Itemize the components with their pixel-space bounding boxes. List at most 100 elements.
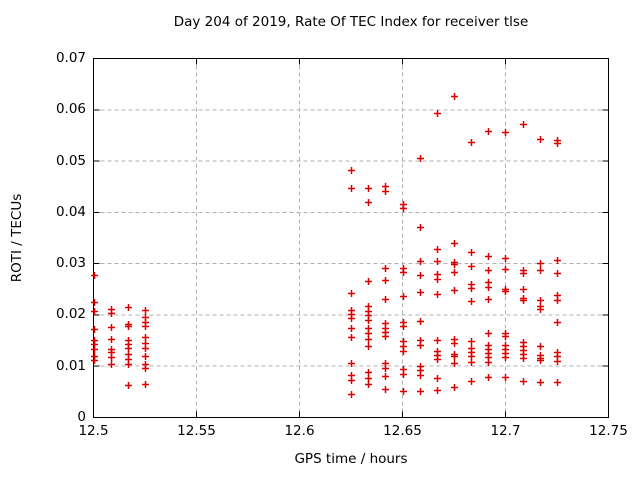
data-point-marker xyxy=(537,260,544,267)
data-point-marker xyxy=(417,224,424,231)
data-point-marker xyxy=(400,388,407,395)
data-point-marker xyxy=(348,325,355,332)
data-point-marker xyxy=(142,353,149,360)
data-point-marker xyxy=(365,375,372,382)
data-point-marker xyxy=(382,265,389,272)
data-point-marker xyxy=(554,379,561,386)
data-point-marker xyxy=(485,296,492,303)
data-point-marker xyxy=(91,346,98,353)
data-point-marker xyxy=(382,333,389,340)
data-point-marker xyxy=(434,276,441,283)
data-point-marker xyxy=(365,369,372,376)
data-point-marker xyxy=(468,353,475,360)
data-point-marker xyxy=(365,278,372,285)
data-point-marker xyxy=(91,308,98,315)
data-point-marker xyxy=(142,365,149,372)
data-point-marker xyxy=(400,323,407,330)
data-point-marker xyxy=(434,246,441,253)
data-point-marker xyxy=(91,299,98,306)
data-point-marker xyxy=(554,270,561,277)
data-point-marker xyxy=(434,337,441,344)
y-tick-label: 0.01 xyxy=(55,357,86,374)
data-point-marker xyxy=(365,317,372,324)
data-point-marker xyxy=(554,257,561,264)
data-point-marker xyxy=(554,358,561,365)
data-point-marker xyxy=(468,249,475,256)
data-point-marker xyxy=(417,155,424,162)
data-point-marker xyxy=(502,129,509,136)
data-point-marker xyxy=(451,353,458,360)
y-tick-label: 0.03 xyxy=(55,255,86,272)
data-point-marker xyxy=(365,185,372,192)
data-point-marker xyxy=(520,270,527,277)
data-point-marker xyxy=(485,359,492,366)
x-tick-label: 12.6 xyxy=(284,423,315,439)
data-point-marker xyxy=(537,297,544,304)
data-point-marker xyxy=(365,199,372,206)
data-point-marker xyxy=(434,375,441,382)
y-tick-label: 0.02 xyxy=(55,306,86,323)
data-point-marker xyxy=(451,261,458,268)
data-point-marker xyxy=(417,318,424,325)
data-point-marker xyxy=(108,336,115,343)
x-tick-label: 12.65 xyxy=(383,423,422,439)
data-point-marker xyxy=(365,381,372,388)
data-point-marker xyxy=(142,345,149,352)
data-point-marker xyxy=(108,354,115,361)
data-point-marker xyxy=(108,361,115,368)
data-point-marker xyxy=(348,185,355,192)
data-point-marker xyxy=(502,333,509,340)
data-point-marker xyxy=(382,373,389,380)
data-point-marker xyxy=(142,334,149,341)
data-point-marker xyxy=(485,330,492,337)
x-tick-label: 12.75 xyxy=(589,423,628,439)
data-point-marker xyxy=(520,121,527,128)
data-point-marker xyxy=(502,288,509,295)
data-point-marker xyxy=(125,382,132,389)
data-point-marker xyxy=(468,359,475,366)
data-point-marker xyxy=(537,267,544,274)
x-tick-label: 12.5 xyxy=(78,423,109,439)
data-point-marker xyxy=(468,338,475,345)
data-point-marker xyxy=(520,297,527,304)
data-point-marker xyxy=(451,269,458,276)
data-point-marker xyxy=(485,128,492,135)
data-point-marker xyxy=(91,272,98,279)
data-point-marker xyxy=(417,289,424,296)
data-point-marker xyxy=(520,286,527,293)
data-point-marker xyxy=(382,386,389,393)
y-tick-label: 0 xyxy=(77,409,86,425)
data-point-marker xyxy=(348,167,355,174)
data-point-marker xyxy=(451,287,458,294)
data-point-marker xyxy=(125,323,132,330)
data-point-marker xyxy=(451,240,458,247)
data-point-marker xyxy=(348,334,355,341)
data-point-marker xyxy=(502,266,509,273)
data-point-marker xyxy=(468,263,475,270)
data-point-marker xyxy=(468,298,475,305)
x-axis-label: GPS time / hours xyxy=(294,451,408,467)
data-point-marker xyxy=(451,93,458,100)
data-point-marker xyxy=(400,293,407,300)
data-point-marker xyxy=(417,258,424,265)
y-tick-label: 0.05 xyxy=(55,152,86,169)
data-point-marker xyxy=(451,360,458,367)
data-point-marker xyxy=(537,343,544,350)
data-point-marker xyxy=(468,285,475,292)
x-tick-label: 12.7 xyxy=(490,423,521,439)
data-point-marker xyxy=(365,343,372,350)
data-point-marker xyxy=(91,357,98,364)
y-tick-label: 0.06 xyxy=(55,101,86,118)
y-tick-label: 0.07 xyxy=(55,50,86,66)
chart-title: Day 204 of 2019, Rate Of TEC Index for r… xyxy=(173,14,529,30)
data-point-marker xyxy=(125,304,132,311)
data-point-marker xyxy=(468,139,475,146)
data-point-marker xyxy=(142,381,149,388)
data-point-marker xyxy=(537,136,544,143)
data-point-marker xyxy=(348,290,355,297)
data-point-marker xyxy=(365,336,372,343)
data-point-marker xyxy=(365,330,372,337)
data-point-marker xyxy=(382,296,389,303)
